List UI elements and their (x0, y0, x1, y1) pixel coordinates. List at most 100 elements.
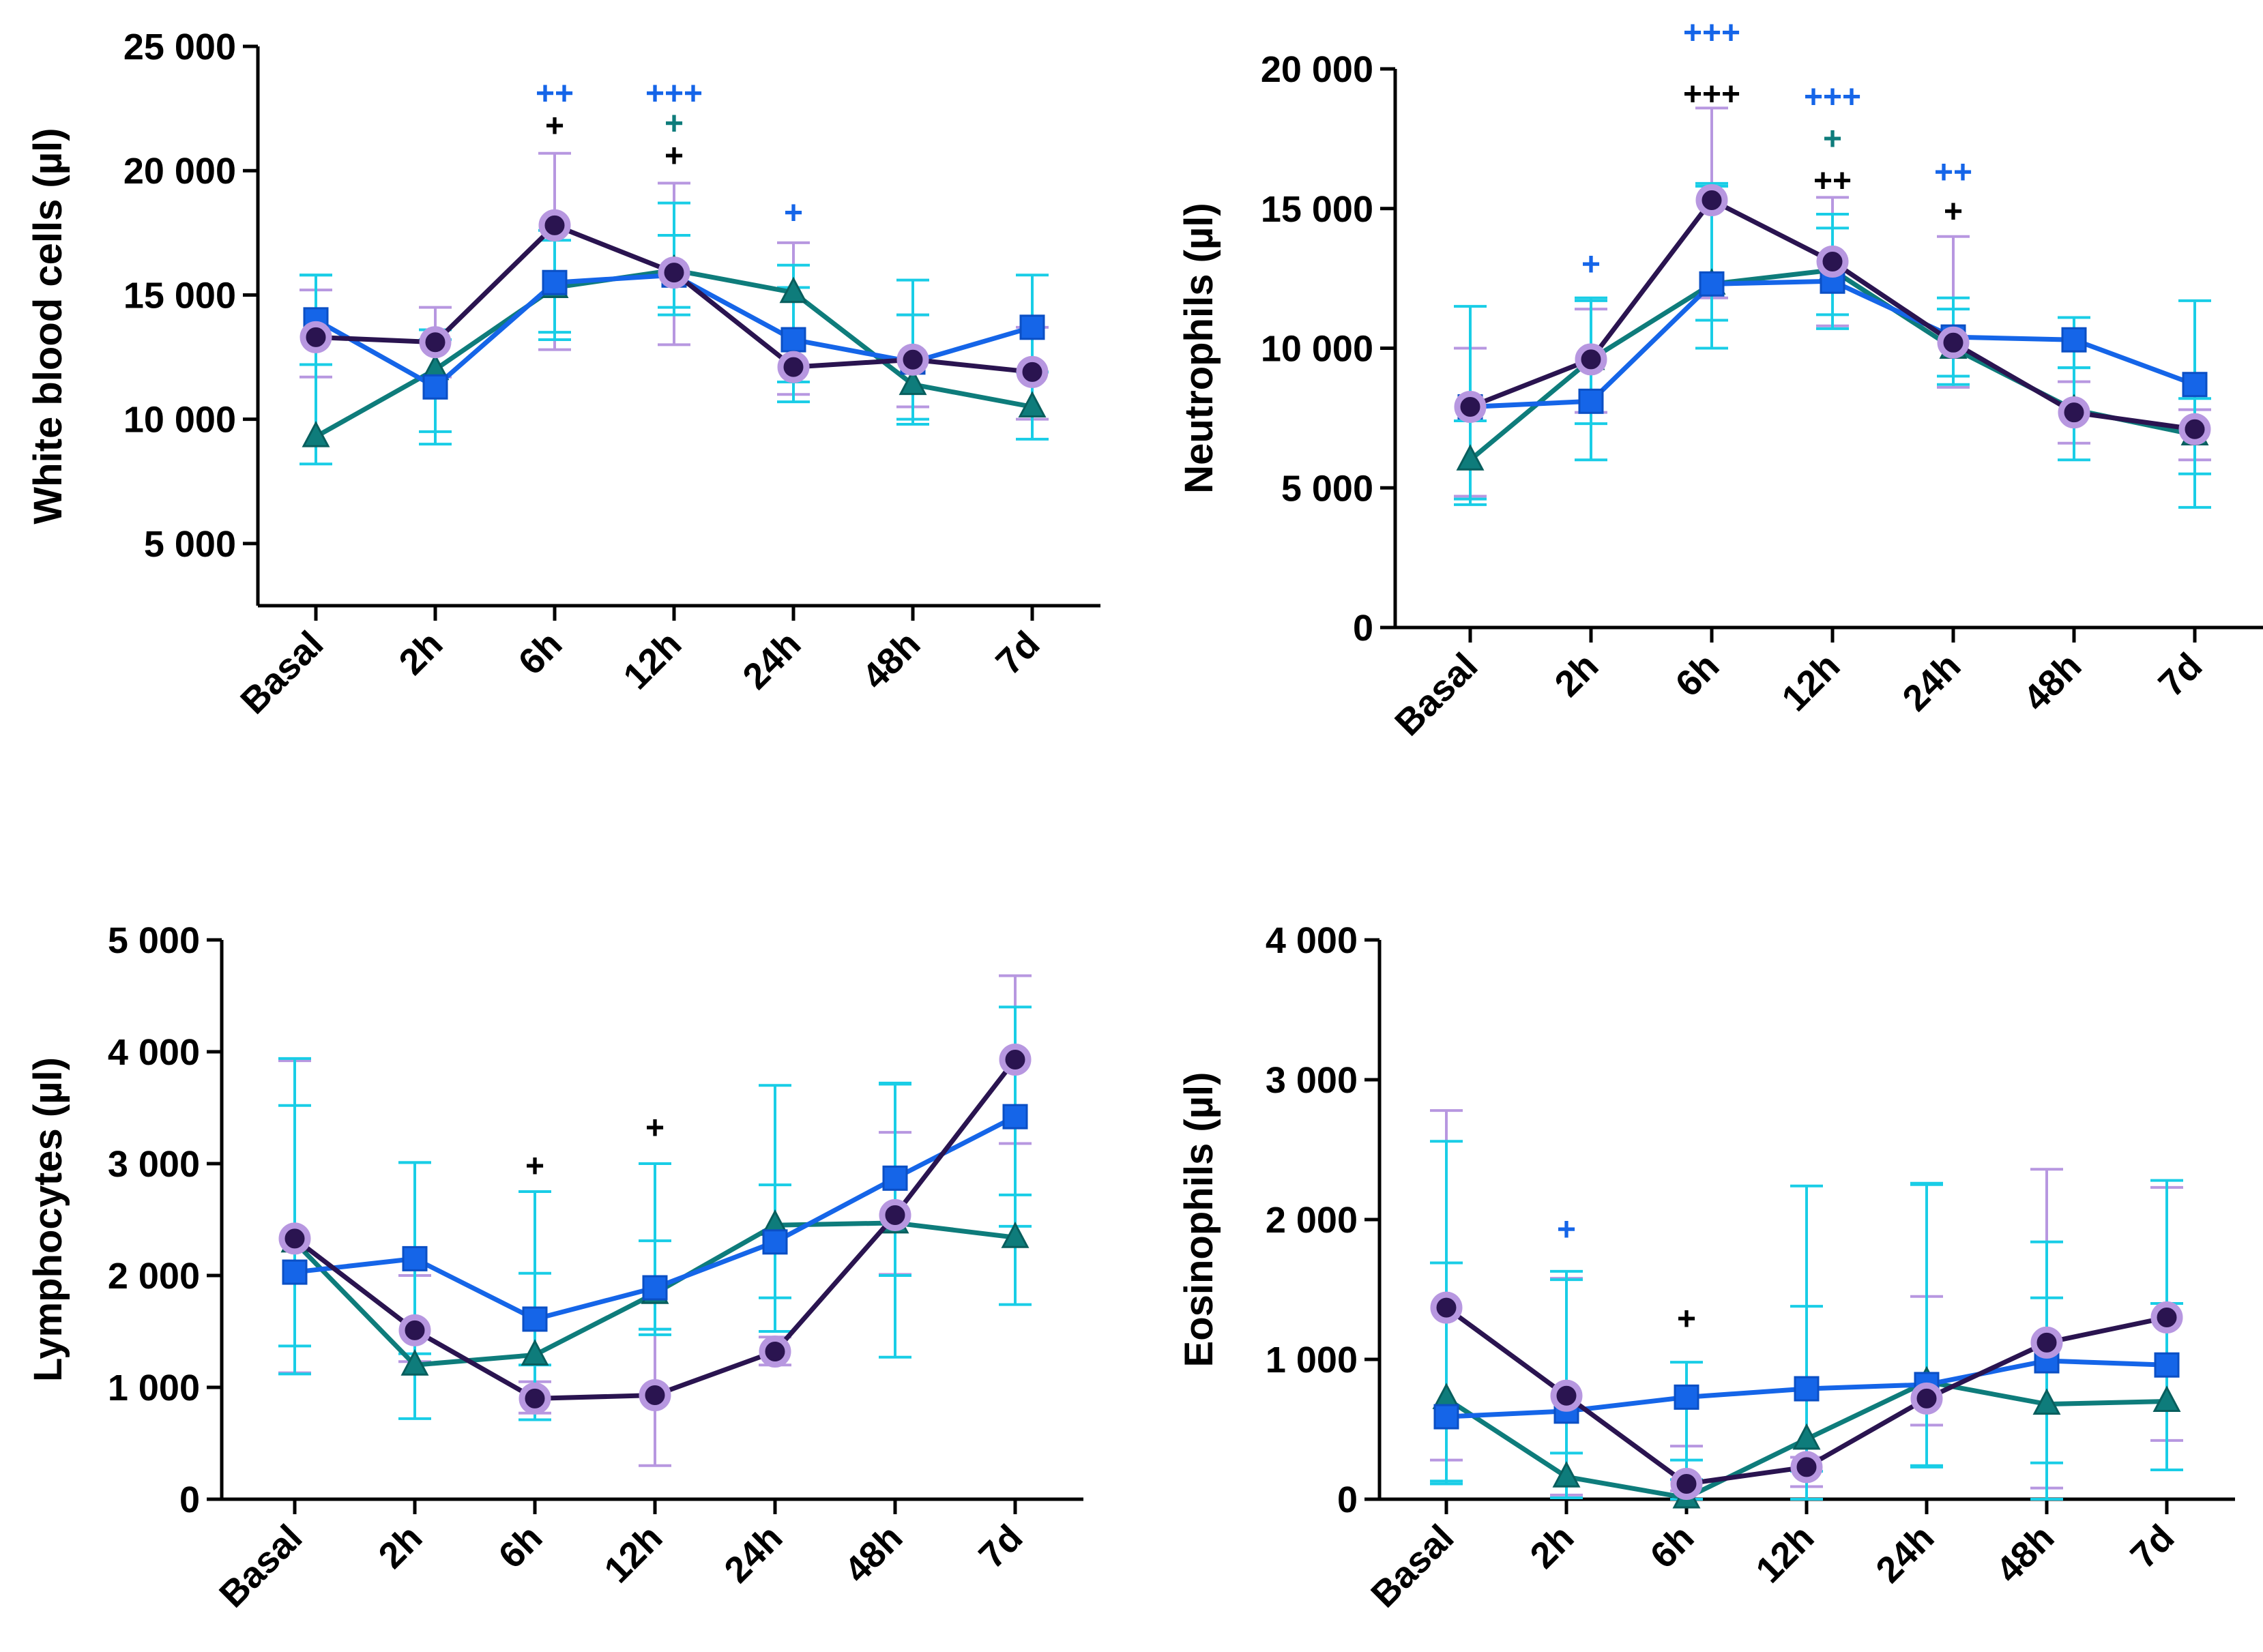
data-point-circle (658, 256, 690, 289)
data-point-triangle (1792, 1423, 1821, 1450)
y-tick-label: 15 000 (1261, 189, 1373, 230)
data-point-circle (1937, 326, 1970, 359)
y-tick-label: 0 (1337, 1479, 1358, 1520)
data-point-circle (1575, 343, 1607, 376)
y-axis-title: Lymphocytes (µl) (26, 1057, 70, 1382)
significance-marker: + (665, 106, 684, 142)
data-point-circle (1790, 1451, 1823, 1484)
data-point-circle (777, 351, 810, 383)
data-point-circle (1016, 355, 1049, 388)
data-point-square (1433, 1404, 1459, 1430)
significance-marker: +++ (1804, 79, 1861, 115)
y-tick-label: 10 000 (1261, 329, 1373, 370)
data-point-square (2182, 372, 2208, 398)
significance-marker: +++ (1683, 76, 1740, 113)
x-tick-label: 7d (988, 623, 1047, 683)
significance-marker: + (525, 1148, 544, 1184)
x-tick-label: 24h (1895, 645, 1968, 719)
significance-marker: + (1581, 247, 1601, 283)
x-tick-label: 2h (1522, 1517, 1581, 1576)
x-tick-label: 6h (491, 1517, 550, 1576)
x-tick-label: 24h (1868, 1517, 1942, 1591)
data-point-square (642, 1275, 668, 1301)
data-point-square (1019, 314, 1045, 340)
y-tick-label: 1 000 (108, 1368, 200, 1408)
x-tick-label: 6h (510, 623, 570, 683)
significance-marker: + (1944, 194, 1963, 230)
x-tick-label: 12h (1748, 1517, 1822, 1591)
x-tick-label: 12h (1774, 645, 1848, 719)
y-tick-label: 3 000 (1266, 1060, 1358, 1101)
significance-marker: +++ (645, 76, 703, 112)
data-point-triangle (521, 1339, 549, 1366)
significance-marker: ++ (1934, 155, 1972, 191)
data-point-circle (1670, 1467, 1703, 1500)
significance-annotations: +++++++++ (536, 76, 803, 231)
data-point-circle (759, 1336, 791, 1368)
x-tick-label: 6h (1667, 645, 1727, 705)
significance-marker: ++ (1813, 163, 1852, 199)
data-point-triangle (1018, 391, 1047, 417)
significance-marker: + (784, 195, 803, 231)
data-point-circle (300, 321, 332, 353)
x-tick-label: 2h (391, 623, 450, 683)
data-point-triangle (400, 1348, 429, 1376)
y-tick-label: 5 000 (144, 524, 236, 565)
significance-marker: + (1823, 121, 1842, 157)
data-point-triangle (2032, 1388, 2061, 1415)
x-tick-label: 48h (836, 1517, 910, 1591)
significance-marker: + (545, 108, 564, 145)
y-tick-label: 4 000 (108, 1032, 200, 1073)
chart-panel-white-blood-cells: 5 000 10 000 15 000 20 000 25 000 Basal 2h 6h 12… (26, 27, 1100, 722)
significance-marker: + (645, 1110, 665, 1147)
y-tick-label: 20 000 (123, 151, 236, 192)
y-tick-label: 5 000 (1281, 468, 1373, 509)
y-tick-label: 15 000 (123, 275, 236, 316)
x-tick-label: 7d (971, 1517, 1030, 1576)
data-point-triangle (1001, 1222, 1030, 1248)
significance-marker: + (665, 138, 684, 174)
series-circle (278, 1043, 1032, 1415)
x-tick-label: 24h (735, 623, 808, 697)
data-point-square (762, 1229, 788, 1255)
y-tick-label: 25 000 (123, 27, 236, 68)
data-point-circle (1695, 183, 1728, 216)
x-tick-label: 2h (1547, 645, 1606, 705)
chart-panel-eosinophils: 0 1 000 2 000 3 000 4 000 Basal 2h 6h 12h 24h 48h 7… (1177, 920, 2235, 1615)
data-point-triangle (899, 368, 927, 396)
data-point-circle (538, 209, 571, 241)
data-point-circle (1430, 1291, 1463, 1324)
data-point-circle (278, 1222, 311, 1255)
data-point-triangle (1552, 1460, 1581, 1488)
data-point-square (1578, 388, 1604, 414)
data-point-triangle (2152, 1385, 2181, 1412)
data-point-triangle (779, 276, 808, 304)
data-point-square (1002, 1104, 1028, 1130)
data-point-square (1699, 271, 1725, 297)
data-point-circle (2178, 413, 2211, 445)
data-point-square (882, 1165, 908, 1191)
x-tick-label: Basal (1387, 645, 1485, 743)
x-tick-label: 12h (615, 623, 689, 697)
x-tick-label: 24h (716, 1517, 790, 1591)
data-point-circle (999, 1043, 1032, 1076)
data-point-circle (1816, 246, 1849, 278)
data-point-square (2154, 1352, 2180, 1378)
y-tick-label: 4 000 (1266, 920, 1358, 961)
x-tick-label: 48h (1988, 1517, 2062, 1591)
y-tick-label: 5 000 (108, 920, 200, 961)
data-point-circle (1910, 1382, 1943, 1415)
series-square (1457, 268, 2208, 419)
data-point-circle (639, 1378, 671, 1411)
series-circle (1454, 183, 2211, 445)
chart-panel-lymphocytes: 0 1 000 2 000 3 000 4 000 5 000 Basal 2h 6h 12h 24… (26, 920, 1083, 1615)
x-tick-label: 12h (596, 1517, 670, 1591)
y-tick-label: 2 000 (108, 1256, 200, 1297)
data-point-circle (398, 1314, 431, 1346)
x-tick-label: 7d (2150, 645, 2210, 705)
data-point-circle (2030, 1326, 2063, 1359)
y-tick-label: 3 000 (108, 1144, 200, 1185)
data-point-square (542, 269, 568, 295)
significance-marker: +++ (1683, 15, 1740, 51)
